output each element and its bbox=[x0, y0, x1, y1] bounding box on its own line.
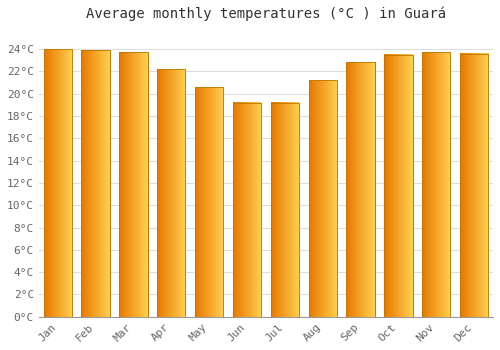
Bar bbox=[233, 103, 261, 317]
Bar bbox=[44, 49, 72, 317]
Bar bbox=[82, 50, 110, 317]
Bar bbox=[384, 55, 412, 317]
Bar bbox=[384, 55, 412, 317]
Bar bbox=[195, 87, 224, 317]
Bar bbox=[119, 52, 148, 317]
Title: Average monthly temperatures (°C ) in Guará: Average monthly temperatures (°C ) in Gu… bbox=[86, 7, 446, 21]
Bar bbox=[119, 52, 148, 317]
Bar bbox=[270, 103, 299, 317]
Bar bbox=[346, 62, 375, 317]
Bar bbox=[460, 54, 488, 317]
Bar bbox=[460, 54, 488, 317]
Bar bbox=[308, 80, 337, 317]
Bar bbox=[157, 69, 186, 317]
Bar bbox=[270, 103, 299, 317]
Bar bbox=[233, 103, 261, 317]
Bar bbox=[44, 49, 72, 317]
Bar bbox=[346, 62, 375, 317]
Bar bbox=[157, 69, 186, 317]
Bar bbox=[82, 50, 110, 317]
Bar bbox=[422, 52, 450, 317]
Bar bbox=[195, 87, 224, 317]
Bar bbox=[422, 52, 450, 317]
Bar bbox=[308, 80, 337, 317]
